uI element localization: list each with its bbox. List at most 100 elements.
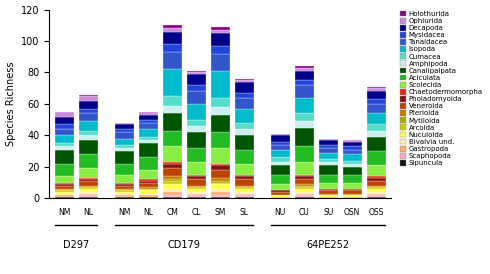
- Bar: [139, 179, 158, 181]
- Bar: [187, 162, 206, 175]
- Bar: [343, 195, 362, 197]
- Bar: [294, 195, 314, 197]
- Bar: [235, 109, 254, 123]
- Bar: [235, 80, 254, 82]
- Bar: [78, 197, 98, 198]
- Bar: [235, 123, 254, 129]
- Bar: [211, 164, 230, 165]
- Bar: [211, 98, 230, 107]
- Bar: [294, 127, 314, 146]
- Bar: [115, 190, 134, 192]
- Bar: [115, 195, 134, 197]
- Bar: [187, 132, 206, 148]
- Bar: [367, 88, 386, 91]
- Bar: [318, 194, 338, 195]
- Bar: [211, 46, 230, 54]
- Bar: [343, 161, 362, 164]
- Bar: [294, 186, 314, 187]
- Bar: [211, 197, 230, 198]
- Bar: [270, 135, 290, 142]
- Bar: [343, 167, 362, 175]
- Bar: [54, 143, 74, 146]
- Bar: [54, 135, 74, 143]
- Bar: [115, 123, 134, 124]
- Bar: [294, 184, 314, 186]
- Bar: [367, 91, 386, 99]
- Bar: [211, 184, 230, 189]
- Bar: [235, 79, 254, 80]
- Bar: [163, 164, 182, 169]
- Bar: [343, 197, 362, 198]
- Bar: [318, 139, 338, 140]
- Bar: [163, 176, 182, 179]
- Bar: [343, 164, 362, 167]
- Bar: [270, 195, 290, 197]
- Bar: [187, 195, 206, 197]
- Bar: [211, 170, 230, 178]
- Bar: [235, 186, 254, 187]
- Bar: [211, 181, 230, 182]
- Bar: [270, 190, 290, 192]
- Bar: [270, 162, 290, 165]
- Bar: [115, 129, 134, 132]
- Bar: [54, 186, 74, 189]
- Bar: [54, 150, 74, 164]
- Bar: [367, 178, 386, 181]
- Bar: [187, 85, 206, 91]
- Bar: [115, 189, 134, 190]
- Bar: [187, 91, 206, 104]
- Bar: [294, 113, 314, 121]
- Bar: [115, 197, 134, 198]
- Bar: [367, 187, 386, 189]
- Bar: [163, 52, 182, 69]
- Bar: [78, 131, 98, 135]
- Bar: [54, 164, 74, 176]
- Bar: [318, 148, 338, 153]
- Bar: [294, 192, 314, 194]
- Bar: [318, 197, 338, 198]
- Bar: [139, 194, 158, 195]
- Bar: [187, 189, 206, 192]
- Bar: [294, 194, 314, 195]
- Bar: [115, 164, 134, 175]
- Bar: [270, 142, 290, 145]
- Bar: [163, 179, 182, 181]
- Bar: [367, 189, 386, 192]
- Bar: [187, 73, 206, 74]
- Bar: [139, 120, 158, 123]
- Bar: [211, 132, 230, 148]
- Bar: [139, 158, 158, 170]
- Bar: [343, 154, 362, 161]
- Bar: [270, 134, 290, 135]
- Bar: [318, 153, 338, 159]
- Bar: [115, 194, 134, 195]
- Bar: [235, 176, 254, 179]
- Bar: [139, 129, 158, 137]
- Y-axis label: Species Richness: Species Richness: [5, 62, 16, 146]
- Bar: [343, 140, 362, 142]
- Bar: [78, 186, 98, 187]
- Bar: [235, 135, 254, 150]
- Bar: [318, 165, 338, 175]
- Bar: [78, 96, 98, 101]
- Bar: [54, 146, 74, 150]
- Bar: [367, 181, 386, 186]
- Bar: [343, 194, 362, 195]
- Bar: [78, 113, 98, 121]
- Bar: [211, 195, 230, 197]
- Bar: [270, 150, 290, 158]
- Bar: [115, 132, 134, 139]
- Bar: [187, 187, 206, 189]
- Bar: [211, 27, 230, 30]
- Bar: [235, 93, 254, 98]
- Bar: [367, 124, 386, 131]
- Bar: [235, 189, 254, 192]
- Bar: [78, 178, 98, 179]
- Bar: [115, 182, 134, 184]
- Bar: [367, 151, 386, 165]
- Bar: [235, 194, 254, 195]
- Bar: [139, 181, 158, 182]
- Bar: [270, 145, 290, 150]
- Bar: [294, 98, 314, 113]
- Bar: [211, 192, 230, 195]
